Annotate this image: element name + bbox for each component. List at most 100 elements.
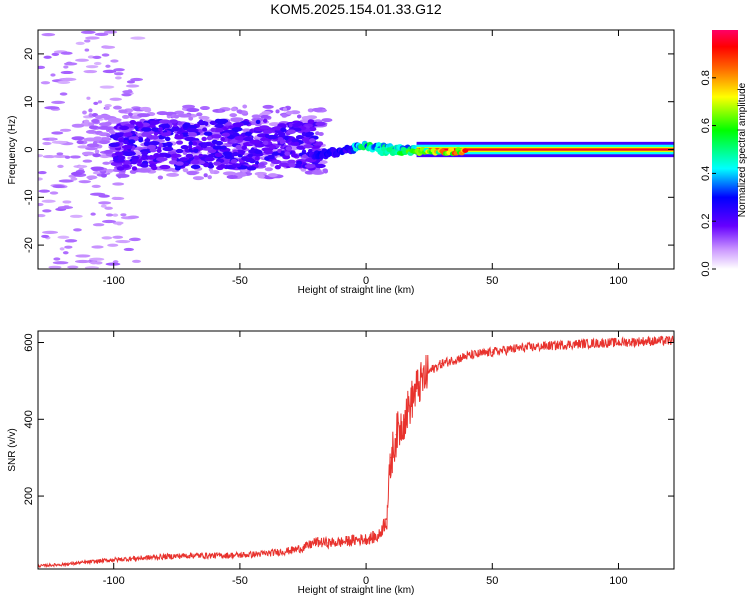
snr-data-point [365, 538, 367, 540]
spectrogram-blob [123, 139, 130, 145]
snr-data-point [314, 541, 317, 543]
spectrogram-blob [186, 108, 200, 113]
spectrogram-blob [230, 107, 237, 112]
spectrogram-blob [41, 33, 56, 37]
spectrogram-blob [113, 105, 122, 110]
spectrogram-blob [188, 141, 193, 146]
spectrogram-blob [161, 132, 171, 137]
snr-data-point [327, 542, 330, 544]
spectrogram-blob [78, 180, 91, 184]
spectrogram-blob [164, 136, 171, 142]
spectrogram-blob [60, 70, 74, 75]
spectrogram-blob [214, 123, 224, 128]
spectrogram-blob [235, 144, 242, 150]
spectrogram-blob [222, 151, 233, 156]
spectrogram-blob [193, 155, 200, 160]
x-tick-label: 0 [363, 275, 369, 287]
spectrogram-blob [92, 153, 101, 158]
spectrogram-blob [80, 30, 96, 34]
spectrogram-blob [94, 32, 109, 37]
spectrogram-blob [70, 214, 83, 218]
spectrogram-blob [148, 135, 160, 140]
snr-data-point [567, 343, 569, 346]
spectrogram-blob [112, 182, 125, 186]
spectrogram-blob [63, 62, 78, 66]
snr-data-point [592, 342, 595, 345]
spectrogram-blob [90, 192, 106, 196]
spectrogram-blob [188, 116, 194, 121]
spectrogram-blob [209, 169, 215, 174]
spectrogram-blob [112, 213, 119, 217]
spectrogram-blob [251, 114, 261, 119]
spectrogram-blob [108, 129, 115, 134]
x-tick-label: 50 [486, 275, 498, 287]
snr-data-point [213, 554, 216, 557]
spectrogram-blob [291, 153, 298, 158]
spectrogram-blob [62, 200, 72, 204]
spectrogram-blob [270, 159, 282, 165]
spectrogram-blob [86, 143, 100, 148]
spectrogram-blob [304, 132, 312, 138]
snr-data-point [428, 370, 430, 373]
spectrogram-blob [88, 122, 95, 127]
spectrogram-blob [226, 174, 238, 179]
spectrogram-blob [101, 45, 116, 49]
spectrogram-blob [242, 128, 252, 133]
spectrogram-blob [118, 138, 124, 143]
spectrogram-blob [204, 156, 215, 162]
spectrogram-blob [279, 139, 285, 145]
spectrogram-blob [119, 125, 130, 131]
spectrogram-blob [131, 158, 139, 164]
spectrogram-blob [107, 243, 119, 247]
colorbar-gradient [712, 30, 738, 269]
spectrogram-blob [102, 161, 111, 165]
spectrogram-blob [190, 164, 201, 170]
spectrogram-blob [105, 262, 121, 266]
spectrogram-blob [196, 112, 203, 117]
spectrogram-blob [122, 151, 135, 157]
spectrogram-blob [104, 206, 113, 210]
spectrogram-blob [98, 201, 112, 205]
snr-data-point [163, 555, 165, 558]
spectrogram-blob [127, 215, 140, 219]
spectrogram-blob [151, 165, 158, 171]
snr-data-point [112, 558, 115, 561]
spectrogram-blob [259, 125, 270, 130]
spectrogram-blob [105, 64, 111, 68]
spectrogram-blob [203, 131, 213, 136]
spectrogram-image [38, 30, 674, 269]
spectrogram-blob [111, 134, 119, 140]
spectrogram-blob [123, 132, 133, 137]
spectrogram-blob [91, 184, 101, 188]
spectrogram-blob [128, 112, 133, 117]
spectrogram-blob [112, 235, 124, 239]
spectrogram-blob [108, 142, 120, 148]
spectrogram-blob [106, 133, 111, 138]
spectrogram-blob [59, 247, 65, 251]
spectrogram-blob [88, 108, 93, 113]
spectrogram-blob [111, 196, 125, 201]
snr-data-point [441, 362, 443, 365]
spectrogram-blob [193, 148, 199, 153]
spectrogram-blob [322, 168, 328, 173]
spectrogram-blob [71, 123, 85, 128]
spectrogram-blob [93, 101, 99, 105]
spectrogram-blob [99, 114, 111, 119]
spectrogram-blob [232, 132, 240, 137]
spectrogram-blob [211, 139, 218, 145]
spectrogram-blob [267, 173, 278, 178]
x-tick-label: -50 [232, 575, 248, 587]
spectrogram-blob [38, 213, 46, 218]
spectrogram-blob [203, 173, 208, 178]
spectrogram-blob [57, 235, 70, 239]
spectrogram-blob [244, 131, 252, 136]
spectrogram-blob [116, 222, 122, 226]
spectrogram-blob [85, 36, 100, 40]
y-tick-label: 0 [23, 146, 35, 152]
spectrogram-blob [140, 155, 147, 161]
x-tick-label: -100 [103, 575, 125, 587]
spectrogram-blob [288, 163, 296, 168]
spectrogram-blob [198, 119, 204, 124]
spectrogram-carrier-band [416, 148, 674, 151]
spectrogram-blob [174, 166, 181, 171]
